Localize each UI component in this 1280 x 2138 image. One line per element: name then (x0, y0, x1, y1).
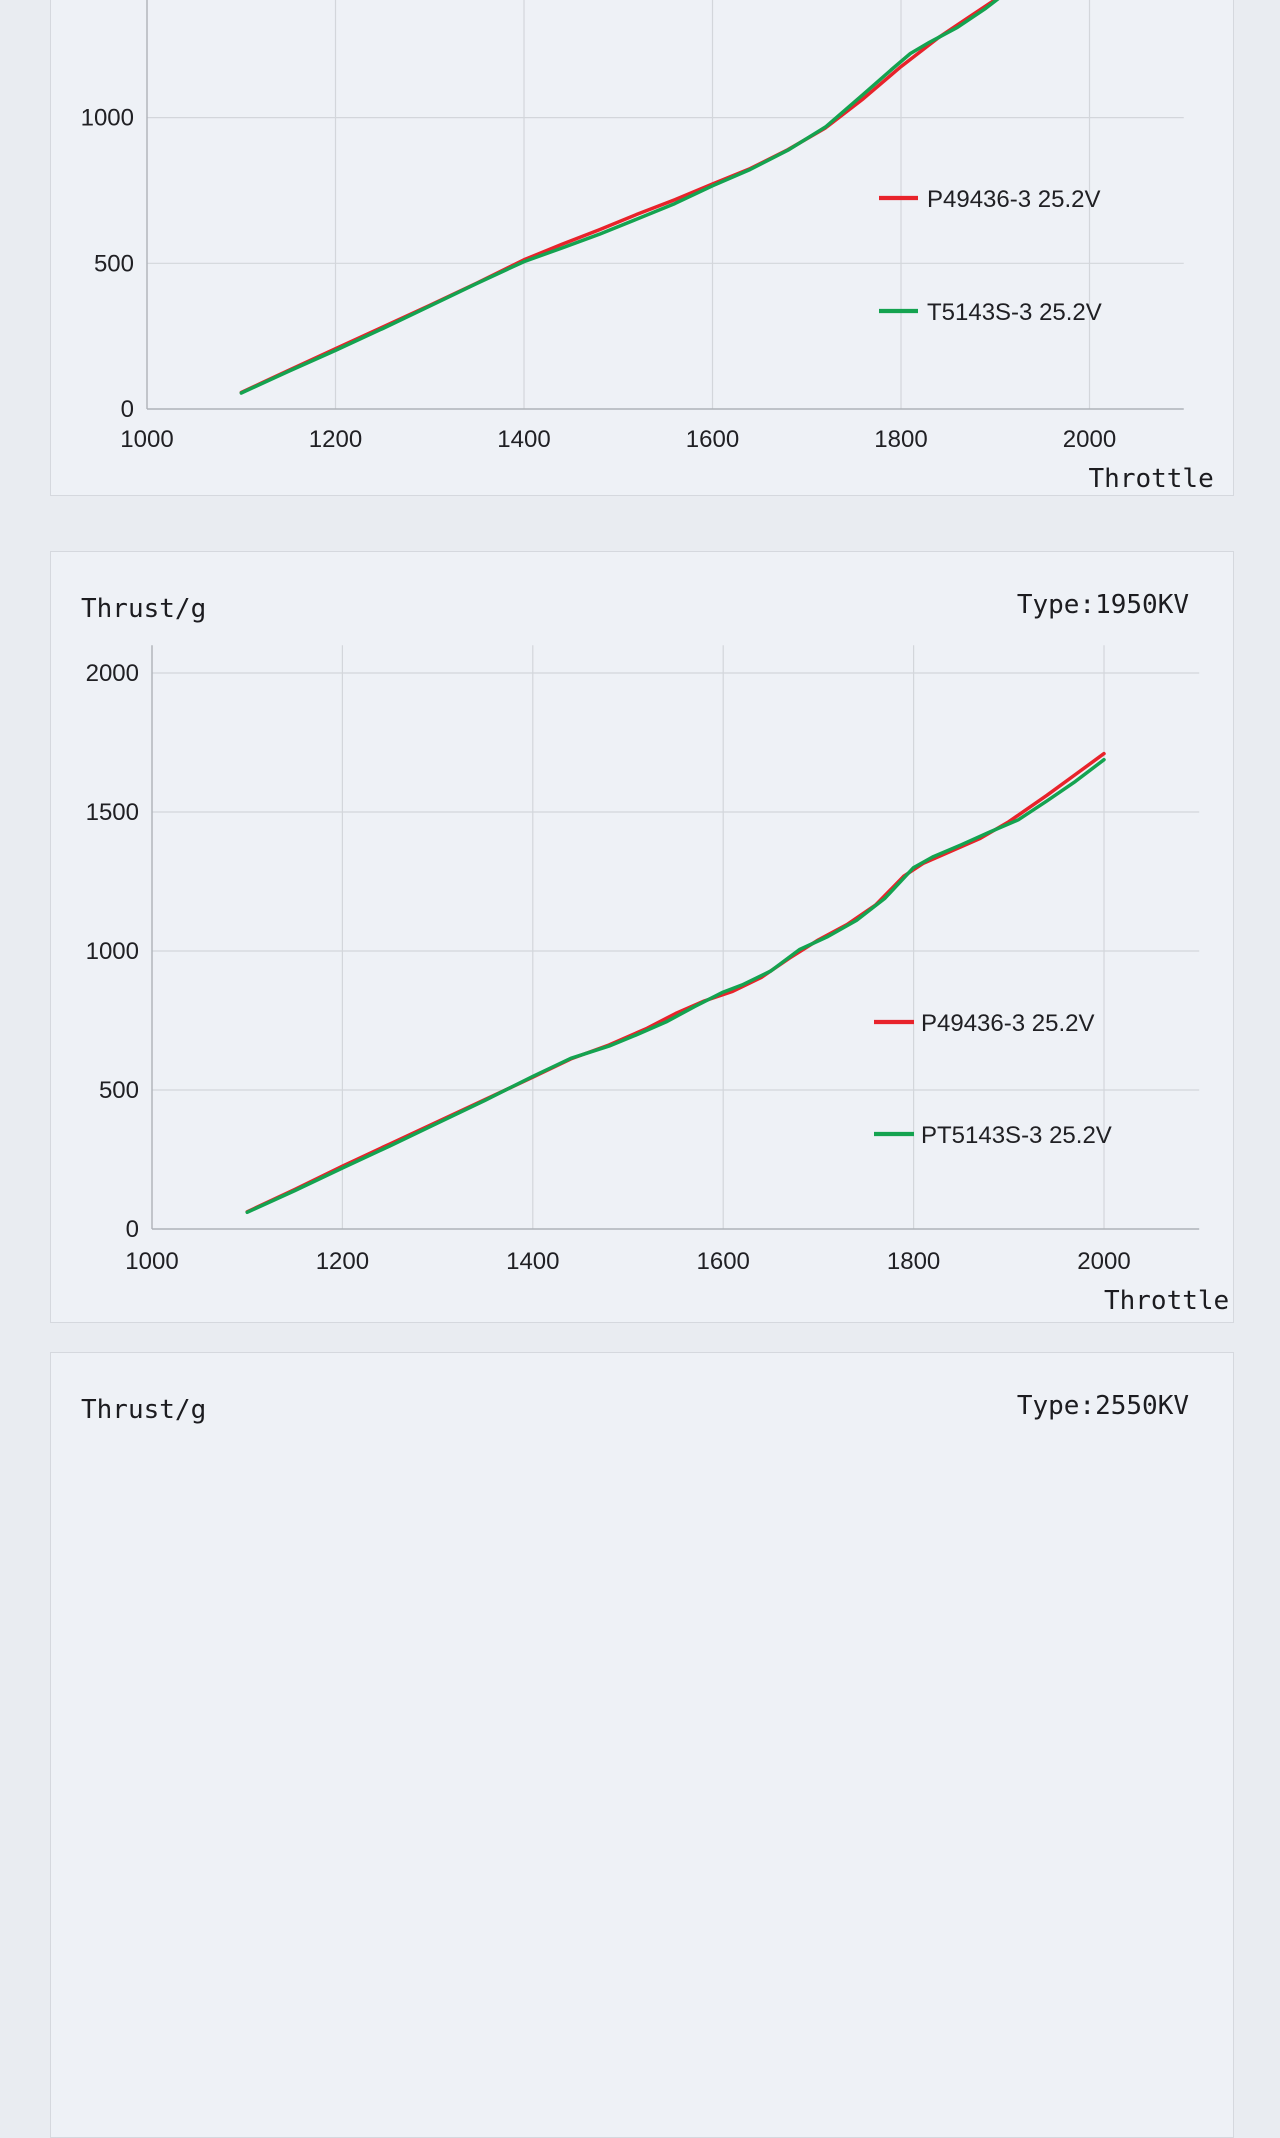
chart-panel-2550kv: Thrust/g Type:2550KV (50, 1352, 1234, 2138)
x-axis-title: Throttle (1104, 1286, 1229, 1316)
y-tick-label: 1500 (86, 799, 139, 826)
x-tick-label: 1000 (120, 426, 173, 453)
x-tick-label: 1400 (506, 1248, 559, 1275)
y-tick-label: 1000 (86, 938, 139, 965)
chart-title: Thrust/g (81, 594, 207, 624)
chart-type-label: Type:2550KV (1016, 1391, 1189, 1421)
x-tick-label: 1600 (686, 426, 739, 453)
x-tick-label: 1200 (309, 426, 362, 453)
legend-label: P49436-3 25.2V (927, 186, 1100, 213)
x-tick-label: 2000 (1077, 1248, 1130, 1275)
y-tick-label: 500 (99, 1077, 139, 1104)
y-tick-label: 500 (94, 250, 134, 277)
legend-label: T5143S-3 25.2V (927, 299, 1102, 326)
chart-type-label: Type:1950KV (1016, 590, 1189, 620)
x-tick-label: 2000 (1063, 426, 1116, 453)
x-tick-label: 1800 (887, 1248, 940, 1275)
x-tick-label: 1400 (497, 426, 550, 453)
x-tick-label: 1600 (697, 1248, 750, 1275)
x-axis-title: Throttle (1089, 464, 1214, 494)
legend-label: P49436-3 25.2V (921, 1010, 1094, 1037)
y-tick-label: 0 (126, 1216, 139, 1243)
y-tick-label: 1000 (81, 105, 134, 132)
y-tick-label: 2000 (86, 660, 139, 687)
chart-title: Thrust/g (81, 1395, 207, 1425)
x-tick-label: 1200 (316, 1248, 369, 1275)
chart-panel-1950kv: Thrust/g Type:1950KV P49436-3 25.2V PT514… (50, 551, 1234, 1323)
y-tick-label: 0 (121, 396, 134, 423)
x-tick-label: 1000 (125, 1248, 178, 1275)
legend-label: PT5143S-3 25.2V (921, 1122, 1112, 1149)
page: { "page": {"background": "#e9ecf1"}, "co… (50, 0, 1234, 2138)
thrust-chart-1950kv: P49436-3 25.2V PT5143S-3 25.2V 0 500 1000 150… (86, 645, 1229, 1316)
x-tick-label: 1800 (874, 426, 927, 453)
series-line (239, 0, 1000, 395)
series-line (245, 757, 1106, 1215)
